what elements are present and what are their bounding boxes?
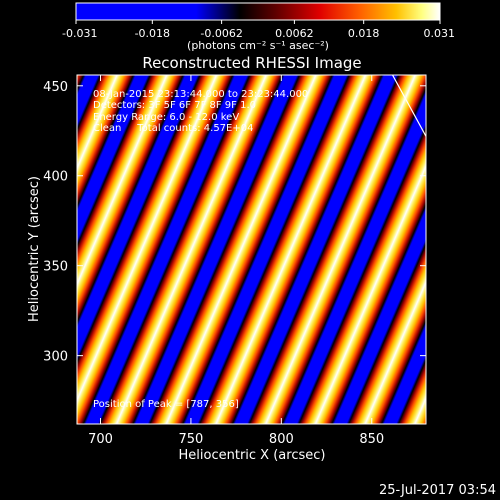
y-tick-label: 400	[43, 170, 68, 185]
colorbar-unit-label: (photons cm⁻² s⁻¹ asec⁻²)	[187, 39, 329, 52]
annotation-detectors: Detectors: 3F 5F 6F 7F 8F 9F 1.0	[93, 100, 256, 111]
colorbar-tick-label: -0.018	[135, 27, 170, 40]
y-tick-label: 350	[43, 260, 68, 275]
image-annotations: 08-Jan-2015 23:13:44.000 to 23:23:44.000…	[93, 89, 308, 410]
colorbar-gradient	[75, 2, 441, 21]
colorbar-tick-label: 0.031	[424, 27, 456, 40]
x-tick-label: 800	[269, 432, 294, 447]
annotation-time-range: 08-Jan-2015 23:13:44.000 to 23:23:44.000	[93, 89, 308, 100]
x-tick-label: 700	[88, 432, 113, 447]
x-tick-label: 850	[359, 432, 384, 447]
x-tick-label: 750	[179, 432, 204, 447]
colorbar-tick-label: -0.031	[62, 27, 97, 40]
annotation-energy-range: Energy Range: 6.0 - 12.0 keV	[93, 112, 239, 123]
x-axis-label: Heliocentric X (arcsec)	[179, 448, 326, 463]
colorbar-ticks: -0.031 -0.018 -0.0062 0.0062 0.018 0.031	[62, 20, 455, 40]
chart-title: Reconstructed RHESSI Image	[142, 54, 361, 72]
limb-edge-line	[391, 75, 426, 138]
annotation-peak-position: Position of Peak = [787, 356]	[93, 399, 239, 410]
colorbar-tick-label: 0.0062	[275, 27, 314, 40]
footer-timestamp: 25-Jul-2017 03:54	[379, 483, 496, 498]
y-tick-label: 300	[43, 350, 68, 365]
heatmap-image	[77, 75, 426, 424]
colorbar-tick-label: 0.018	[348, 27, 380, 40]
plot-frame	[76, 74, 427, 425]
colorbar-tick-label: -0.0062	[200, 27, 242, 40]
x-axis: 700 750 800 850	[88, 75, 384, 447]
heatmap-field	[77, 75, 426, 424]
colorbar: -0.031 -0.018 -0.0062 0.0062 0.018 0.031 (pho…	[62, 2, 455, 52]
y-axis-label: Heliocentric Y (arcsec)	[27, 176, 42, 322]
y-axis: 300 350 400 450	[43, 80, 426, 365]
y-tick-label: 450	[43, 80, 68, 95]
annotation-clean-counts: Clean Total counts: 4.57E+04	[93, 123, 253, 134]
